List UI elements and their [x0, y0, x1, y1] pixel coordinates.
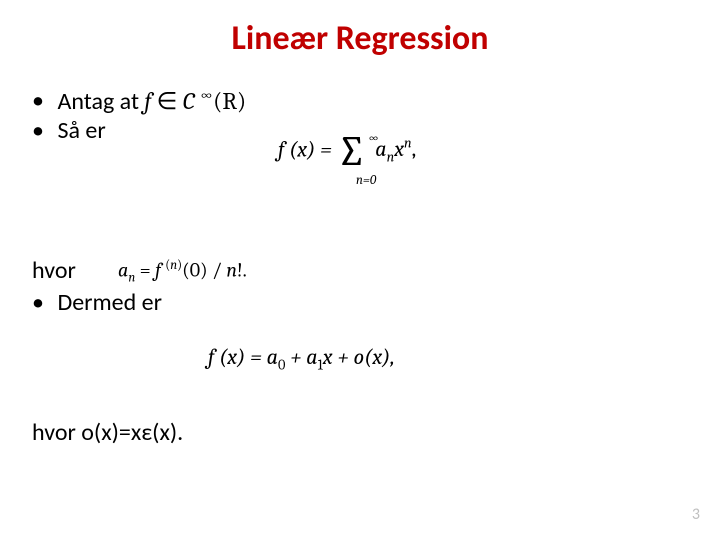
bullet-1-text: Antag at f ∈ C ∞(R) — [57, 87, 246, 116]
f1-sigma-bot: n=0 — [356, 173, 376, 188]
bullet-2: • Så er — [32, 116, 106, 146]
an-f: f — [155, 259, 165, 282]
bullet-3-text: Dermed er — [57, 288, 162, 317]
f1-lhs: f (x) = — [278, 136, 337, 162]
f1-xn: n — [404, 135, 412, 152]
f1-x: x — [394, 136, 404, 162]
an-a: a — [118, 259, 128, 282]
b1-in: ∈ — [151, 87, 182, 115]
f2-plus: + a — [285, 344, 317, 370]
hvor-1: hvor — [32, 256, 76, 286]
taylor-series-formula: f (x) = ∞ ∑ n=0 anxn, — [278, 135, 416, 167]
bullet-1: • Antag at f ∈ C ∞(R) — [32, 86, 246, 117]
f1-comma: , — [412, 136, 417, 162]
bullet-dot-icon: • — [32, 116, 52, 146]
an-fact: !. — [237, 259, 247, 282]
f2-tail: x + o(x), — [323, 344, 395, 370]
bullet-dot-icon: • — [32, 288, 52, 318]
slide-title: Lineær Regression — [0, 18, 720, 59]
an-zero: (0) / — [182, 259, 226, 282]
sigma-icon: ∑ — [337, 136, 367, 168]
bullet-3: • Dermed er — [32, 288, 162, 318]
linear-expansion-formula: f (x) = a0 + a1x + o(x), — [208, 344, 395, 373]
b1-inf: ∞ — [200, 86, 213, 104]
an-coefficient-formula: an = f (n)(0) / n!. — [118, 258, 247, 286]
an-eq: = — [135, 259, 155, 282]
f2-lhs: f (x) = a — [208, 344, 278, 370]
b1-C: C — [183, 87, 200, 115]
bullet-2-text: Så er — [57, 116, 105, 145]
b1-R: (R) — [213, 87, 246, 115]
b1-prefix: Antag at — [57, 87, 144, 116]
slide: Lineær Regression • Antag at f ∈ C ∞(R) … — [0, 0, 720, 540]
bullet-dot-icon: • — [32, 86, 52, 116]
an-nf: n — [226, 259, 237, 282]
page-number: 3 — [692, 505, 700, 524]
f1-sigma-top: ∞ — [368, 131, 379, 146]
hvor-2: hvor o(x)=xε(x). — [32, 418, 183, 448]
